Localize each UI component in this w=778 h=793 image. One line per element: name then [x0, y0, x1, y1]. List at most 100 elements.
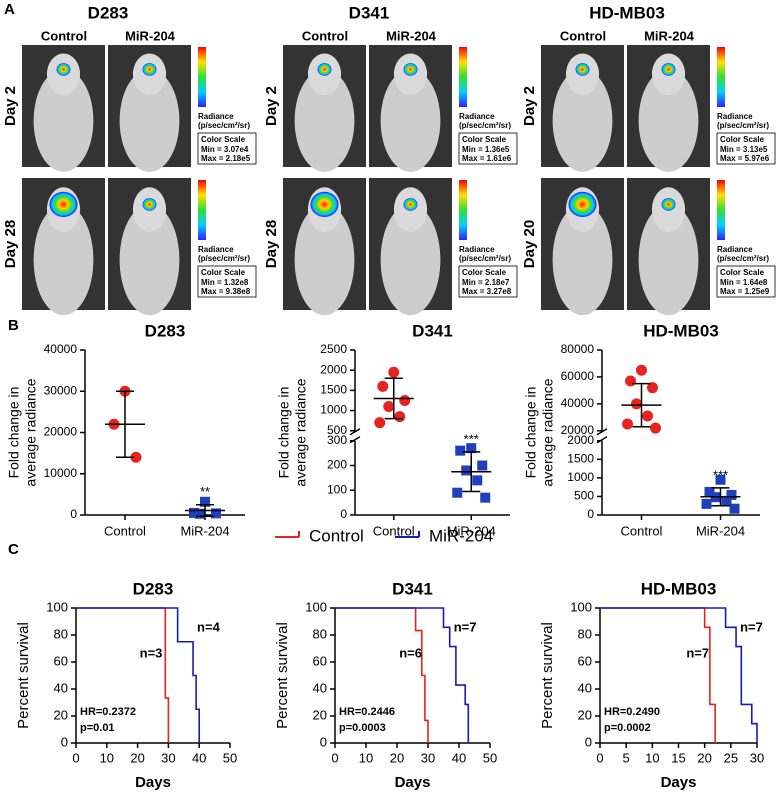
column-label: Control [560, 28, 606, 43]
x-tick-label: 30 [421, 750, 435, 765]
mouse-body [33, 204, 94, 316]
radiance-label: Radiance [459, 112, 495, 121]
color-bar [459, 47, 467, 107]
survival-curve [76, 607, 200, 743]
radiance-unit: (p/sec/cm²/sr) [198, 254, 250, 263]
data-point [130, 451, 142, 463]
y-tick-label: 0 [585, 734, 592, 749]
y-tick-label: 20 [54, 707, 68, 722]
data-point [729, 503, 740, 514]
column-label: Control [41, 28, 87, 43]
mouse-body [638, 69, 699, 172]
x-tick-label: MiR-204 [180, 523, 229, 538]
radiance-unit: (p/sec/cm²/sr) [717, 121, 769, 130]
y-tick-label: 500 [574, 489, 594, 503]
color-bar [198, 180, 206, 240]
group-title: HD-MB03 [589, 3, 665, 22]
x-axis-label: Days [395, 774, 431, 791]
x-tick-label: 50 [223, 750, 237, 765]
y-tick-label: 60 [54, 653, 68, 668]
mouse-body [380, 69, 441, 172]
data-point [715, 474, 726, 485]
data-point [636, 364, 647, 376]
scale-min: Min = 3.13e5 [720, 145, 768, 154]
chart-title: D341 [392, 579, 433, 598]
day-label: Day 2 [521, 86, 538, 126]
data-point [631, 398, 642, 410]
n-label: n=7 [740, 620, 763, 635]
x-tick-label: 40 [192, 750, 206, 765]
radiance-label: Radiance [198, 245, 234, 254]
mouse-body [638, 204, 699, 316]
scale-box [197, 265, 257, 298]
chart-title: D283 [133, 579, 174, 598]
x-tick-label: Control [104, 523, 146, 538]
n-label: n=7 [454, 620, 477, 635]
y-tick-label: 40 [54, 680, 68, 695]
scale-title: Color Scale [462, 268, 507, 277]
mouse-body [119, 204, 180, 316]
y-tick-label: 60000 [561, 369, 595, 383]
radiance-label: Radiance [717, 112, 753, 121]
x-tick-label: 20 [390, 750, 404, 765]
y-tick-label: 2500 [320, 342, 347, 356]
y-axis-label: Fold change in [6, 387, 22, 479]
bioluminescence [317, 63, 332, 76]
scale-title: Color Scale [462, 135, 507, 144]
data-point [721, 495, 732, 506]
data-point [647, 382, 658, 394]
data-point [701, 498, 712, 509]
survival-curve [335, 607, 470, 743]
scale-title: Color Scale [720, 135, 765, 144]
scale-title: Color Scale [720, 268, 765, 277]
y-tick-label: 500 [327, 423, 347, 437]
data-point [189, 507, 199, 518]
bioluminescence [49, 191, 78, 217]
significance: *** [464, 431, 479, 446]
mouse-body [33, 69, 94, 172]
x-tick-label: 10 [359, 750, 373, 765]
radiance-unit: (p/sec/cm²/sr) [459, 121, 511, 130]
y-tick-label: 0 [587, 507, 594, 521]
survival-curve [335, 607, 429, 743]
stat-label: HR=0.2490 [604, 706, 660, 718]
chart-title: D283 [145, 321, 186, 340]
axis-break [596, 436, 608, 444]
y-tick-label: 60 [313, 653, 327, 668]
scale-max: Max = 9.38e8 [201, 287, 251, 296]
y-tick-label: 1500 [567, 451, 594, 465]
data-point [455, 445, 466, 456]
column-label: MiR-204 [644, 28, 695, 43]
scale-box [458, 132, 518, 165]
y-tick-label: 200 [327, 458, 347, 472]
y-axis-label: Percent survival [274, 622, 291, 729]
data-point [374, 417, 386, 429]
data-point [472, 475, 483, 486]
day-label: Day 20 [521, 220, 538, 268]
data-point [622, 418, 633, 430]
x-tick-label: 10 [645, 750, 659, 765]
day-label: Day 2 [2, 86, 19, 126]
legend-label: Control [309, 526, 364, 545]
data-point [394, 411, 406, 423]
scale-min: Min = 1.36e5 [462, 145, 510, 154]
y-tick-label: 80 [54, 626, 68, 641]
color-bar [717, 47, 725, 107]
y-axis-label: Percent survival [539, 622, 556, 729]
color-bar [459, 180, 467, 240]
x-tick-label: 30 [750, 750, 764, 765]
scale-max: Max = 5.97e6 [720, 154, 770, 163]
bioluminescence [310, 191, 339, 217]
x-axis-label: Days [661, 774, 697, 791]
y-tick-label: 10000 [44, 466, 78, 480]
y-tick-label: 2000 [567, 433, 594, 447]
x-tick-label: 40 [452, 750, 466, 765]
stat-label: p=0.01 [80, 722, 115, 734]
bioluminescence [661, 63, 676, 76]
scale-max: Max = 2.18e5 [201, 154, 251, 163]
data-point [704, 486, 715, 497]
scale-box [197, 132, 257, 165]
data-point [642, 410, 653, 422]
data-point [388, 366, 400, 378]
